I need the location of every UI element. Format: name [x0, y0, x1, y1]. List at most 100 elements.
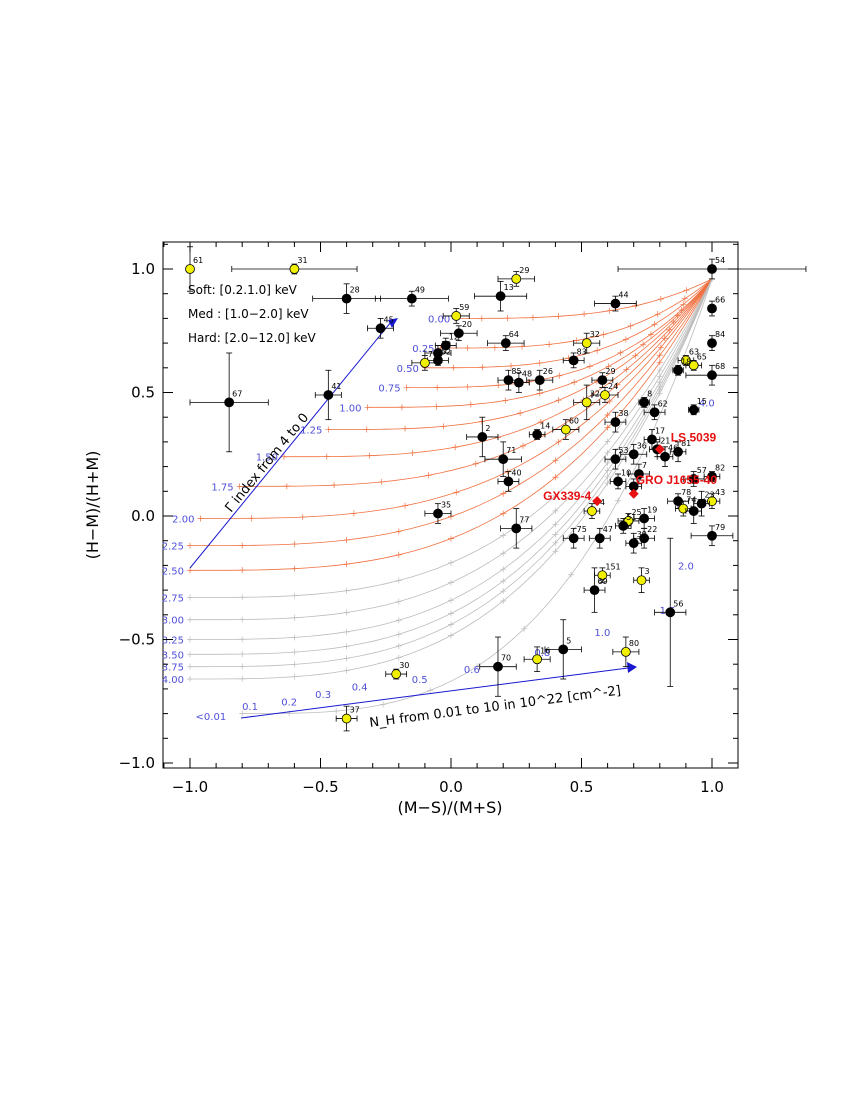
source-29b: 29: [591, 367, 616, 388]
gamma-arrow-line: [189, 321, 392, 569]
binary-marker: [628, 488, 639, 499]
nh-grid-label: 0.1: [242, 702, 258, 713]
source-label: 25: [631, 508, 641, 517]
grid-node-mark: [478, 315, 485, 322]
source-59: 59: [442, 303, 470, 324]
grid-node-mark: [568, 571, 575, 578]
grid-node-mark: [395, 631, 402, 638]
source-46: 46: [656, 444, 678, 468]
source-65: 65: [685, 352, 707, 371]
source-151: 151: [594, 562, 621, 584]
source-79: 79: [690, 523, 734, 547]
source-31: 31: [231, 256, 358, 275]
source-marker: [688, 506, 699, 516]
grid-node-mark: [567, 417, 574, 424]
source-32: 32: [573, 330, 601, 354]
gamma-grid-label: 1.75: [211, 482, 233, 493]
source-label: 40: [511, 468, 521, 477]
grid-node-mark: [581, 311, 588, 318]
grid-node-mark: [500, 597, 507, 604]
grid-node-mark: [425, 472, 432, 479]
grid-node-mark: [409, 449, 416, 456]
source-marker: [707, 471, 717, 482]
gamma-grid-label: 2.50: [162, 566, 184, 577]
grid-node-mark: [521, 625, 528, 632]
gamma-grid-label: 3.50: [162, 650, 184, 661]
nh-grid-label: 2.0: [678, 561, 694, 572]
grid-node-mark: [500, 532, 507, 539]
grid-node-mark: [606, 307, 613, 314]
grid-node-mark: [520, 442, 527, 449]
grid-node-mark: [239, 616, 246, 623]
grid-node-mark: [395, 528, 402, 535]
nh-grid-label: <0.01: [196, 712, 227, 723]
source-13: 13: [474, 280, 528, 312]
grid-node-mark: [500, 566, 507, 573]
grid-node-mark: [604, 449, 611, 456]
source-label: 2: [485, 424, 490, 433]
x-tick-label: −1.0: [172, 778, 208, 796]
source-marker: [495, 291, 506, 302]
grid-node-mark: [474, 663, 481, 670]
grid-node-mark: [343, 643, 350, 650]
source-label: 52: [441, 347, 451, 356]
source-62: 62: [643, 399, 668, 421]
source-marker: [594, 533, 605, 544]
source-69: 69: [583, 567, 608, 613]
grid-node-mark: [623, 366, 630, 373]
grid-node-mark: [670, 319, 677, 326]
grid-node-mark: [555, 438, 562, 445]
source-label: 66: [715, 296, 725, 305]
source-marker: [613, 476, 623, 487]
grid-node-mark: [187, 636, 193, 643]
source-47: 47: [588, 525, 613, 549]
source-label: 85: [511, 367, 521, 376]
source-label: 49: [415, 286, 425, 295]
source-label: 56: [673, 599, 683, 608]
grid-node-mark: [239, 567, 246, 574]
gamma-grid-label: 3.25: [162, 636, 184, 647]
grid-node-mark: [236, 483, 243, 490]
band-legend: Soft: [0.2.1.0] keV Med : [1.0−2.0] keV …: [188, 283, 317, 345]
source-15: 15: [688, 397, 707, 416]
source-label: 78: [681, 488, 691, 497]
source-71: 71: [484, 441, 522, 477]
source-72: 72: [685, 498, 707, 524]
source-61: 61: [185, 246, 203, 292]
source-marker: [341, 713, 352, 724]
grid-node-mark: [529, 314, 536, 321]
source-marker: [341, 293, 352, 304]
grid-node-mark: [552, 539, 559, 546]
grid-node-mark: [657, 344, 664, 351]
source-label: 23: [705, 491, 715, 500]
grid-node-mark: [495, 382, 502, 389]
grid-node-mark: [333, 708, 340, 715]
source-label: 7: [642, 461, 647, 470]
grid-node-mark: [479, 364, 486, 371]
source-marker: [503, 476, 514, 487]
grid-node-mark: [197, 515, 204, 522]
source-label: 3: [645, 567, 650, 576]
grid-node-mark: [239, 594, 246, 601]
grid-node-mark: [464, 383, 471, 390]
grid-node-mark: [283, 483, 290, 490]
source-marker: [707, 530, 717, 541]
grid-node-mark: [478, 418, 485, 425]
grid-node-mark: [647, 331, 654, 338]
source-marker: [560, 424, 571, 435]
grid-node-mark: [604, 480, 611, 487]
source-marker: [610, 417, 621, 428]
source-label: 26: [543, 367, 553, 376]
grid-node-mark: [632, 352, 639, 359]
source-label: 5: [566, 636, 571, 645]
grid-node-mark: [552, 474, 559, 481]
source-54: 54: [617, 256, 807, 280]
source-label: 32: [590, 330, 600, 339]
grid-node-mark: [187, 663, 193, 670]
source-marker: [433, 508, 443, 519]
source-marker: [323, 390, 334, 400]
source-marker: [620, 646, 631, 657]
source-marker: [406, 293, 417, 304]
source-30: 30: [385, 661, 409, 680]
grid-node-mark: [594, 347, 601, 354]
